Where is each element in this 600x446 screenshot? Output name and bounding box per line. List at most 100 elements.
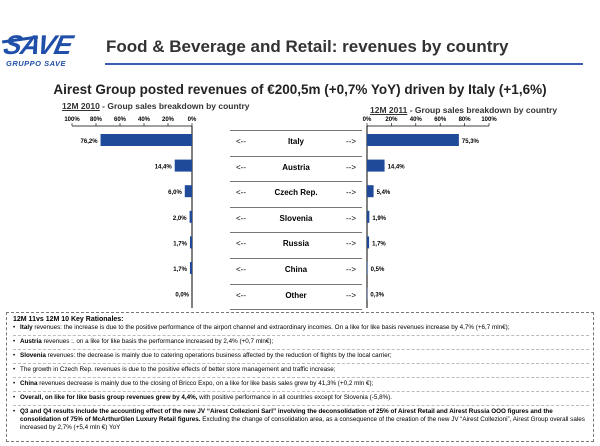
key-rationales-list: Italy revenues: the increase is due to t… (7, 324, 595, 437)
left-bar-italy (100, 134, 192, 146)
country-row: <-- China --> (230, 260, 362, 280)
country-row: <-- Other --> (230, 286, 362, 306)
right-data-label: 0,5% (371, 267, 385, 273)
country-name: Russia (282, 239, 310, 249)
right-tick-label: 100% (481, 117, 497, 123)
rationale-bold: Italy (20, 324, 33, 331)
left-data-label: 0,0% (175, 293, 189, 299)
right-arrow: --> (346, 188, 356, 198)
left-arrow: <-- (236, 137, 246, 146)
right-chart-title: 12M 2011 - Group sales breakdown by coun… (370, 105, 557, 115)
logo-text: SAVE (0, 30, 75, 60)
left-tick-label: 60% (114, 117, 127, 123)
rationale-text: revenues: the increase is due to the pos… (32, 324, 510, 331)
right-data-label: 75,3% (462, 139, 480, 145)
right-bar-china (367, 262, 368, 274)
left-arrow: <-- (236, 213, 246, 223)
left-arrow: <-- (236, 162, 246, 172)
country-name: Italy (287, 137, 304, 146)
title-divider (105, 63, 583, 65)
right-arrow: --> (346, 213, 356, 223)
left-data-label: 76,2% (81, 139, 99, 145)
country-name: Other (285, 290, 307, 300)
sales-breakdown-charts: 100% 80% 60% 40% 20% 0% 76,2% 14,4% 6,0% 2,0% 1,7%… (64, 117, 497, 308)
rationale-bold: China (20, 380, 38, 387)
right-tick-label: 80% (459, 117, 472, 123)
country-divider (230, 232, 362, 234)
country-divider (230, 155, 362, 157)
country-row: <-- Czech Rep. --> (230, 183, 362, 203)
country-divider (230, 130, 362, 131)
right-data-label: 14,4% (388, 165, 406, 171)
left-bar-russia (189, 236, 192, 249)
page-title: Food & Beverage and Retail: revenues by … (106, 37, 509, 56)
rationale-bold: Austria (20, 338, 42, 345)
right-bar-czech-rep- (367, 185, 374, 198)
country-row: <-- Slovenia --> (230, 209, 362, 229)
right-tick-label: 0% (363, 117, 372, 123)
left-tick-label: 0% (188, 117, 197, 123)
right-tick-label: 20% (385, 117, 398, 123)
right-arrow: --> (346, 137, 356, 146)
rationale-text: revenues: the decrease is mainly due to … (45, 352, 392, 359)
left-data-label: 1,7% (173, 267, 187, 273)
right-bar-italy (367, 134, 459, 146)
right-arrow: --> (346, 239, 356, 249)
rationale-item: Slovenia revenues: the decrease is mainl… (13, 352, 589, 364)
left-data-label: 6,0% (168, 190, 182, 196)
country-row: <-- Russia --> (230, 234, 362, 254)
rationale-item: China revenues decrease is mainly due to… (13, 380, 589, 392)
left-bar-slovenia (189, 210, 192, 223)
left-tick-label: 100% (64, 117, 80, 123)
right-data-label: 1,9% (372, 216, 386, 222)
key-rationales-box: 12M 11vs 12M 10 Key Rationales: Italy re… (6, 312, 594, 442)
country-divider (230, 258, 362, 259)
rationale-item: Italy revenues: the increase is due to t… (13, 324, 589, 336)
right-data-label: 5,4% (377, 190, 391, 196)
left-tick-label: 40% (138, 117, 151, 123)
rationale-bold: Overall, on like for like basis group re… (20, 394, 198, 401)
right-data-label: 1,7% (372, 241, 386, 247)
headline: Airest Group posted revenues of €200,5m … (53, 82, 547, 97)
left-chart-period: 12M 2010 (62, 101, 100, 111)
left-arrow: <-- (236, 265, 246, 274)
right-arrow: --> (346, 265, 356, 274)
rationale-text: The growth in Czech Rep. revenues is due… (20, 366, 336, 373)
right-bar-slovenia (367, 210, 370, 223)
right-chart-title-rest: - Group sales breakdown by country (407, 105, 558, 115)
rationale-text: revenues decrease is mainly due to the c… (37, 380, 374, 387)
country-divider (230, 283, 362, 285)
key-rationales-heading: 12M 11vs 12M 10 Key Rationales: (13, 316, 124, 323)
left-data-label: 14,4% (155, 165, 173, 171)
rationale-item: The growth in Czech Rep. revenues is due… (13, 366, 589, 378)
rationale-item: Austria revenues :. on a like for like b… (13, 338, 589, 350)
country-divider (230, 181, 362, 183)
left-tick-label: 20% (162, 117, 175, 123)
left-tick-label: 80% (90, 117, 103, 123)
country-row: <-- Italy --> (230, 132, 362, 152)
left-chart-title: 12M 2010 - Group sales breakdown by coun… (62, 101, 250, 111)
right-bar-austria (367, 159, 385, 172)
right-arrow: --> (346, 162, 356, 172)
right-tick-label: 60% (434, 117, 447, 123)
rationale-item: Q3 and Q4 results include the accounting… (13, 408, 589, 435)
save-logo: SAVE GRUPPO SAVE (0, 30, 90, 74)
left-bar-china (189, 262, 192, 274)
right-bar-russia (367, 236, 370, 249)
country-name: Austria (282, 162, 310, 172)
left-arrow: <-- (236, 290, 246, 300)
rationale-text: Excluding the change of consolidation ar… (20, 416, 585, 431)
left-arrow: <-- (236, 239, 246, 249)
left-arrow: <-- (236, 188, 246, 198)
country-name: China (284, 265, 308, 274)
left-bar-austria (174, 159, 192, 172)
logo-subtitle: GRUPPO SAVE (6, 59, 66, 68)
country-name: Czech Rep. (274, 188, 318, 198)
right-arrow: --> (346, 290, 356, 300)
rationale-bold: Q3 and Q4 results include the accounting… (20, 408, 553, 423)
right-data-label: 0,3% (370, 293, 384, 299)
left-bar-czech-rep- (184, 185, 192, 198)
rationale-item: Overall, on like for like basis group re… (13, 394, 589, 406)
left-chart-title-rest: - Group sales breakdown by country (99, 101, 250, 111)
rationale-text: revenues :. on a like for like basis the… (41, 338, 274, 345)
